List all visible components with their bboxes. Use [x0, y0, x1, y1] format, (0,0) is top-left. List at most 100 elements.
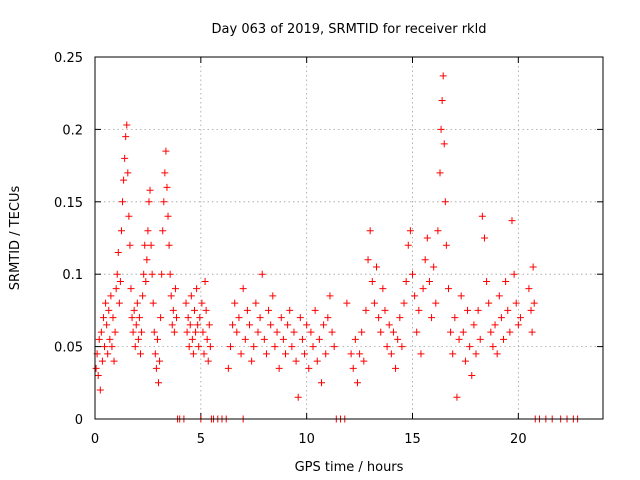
data-point: [108, 343, 116, 351]
data-point: [353, 379, 361, 387]
data-point: [317, 379, 325, 387]
data-point: [459, 328, 467, 336]
data-point: [373, 263, 381, 271]
data-point: [294, 393, 302, 401]
data-point: [161, 169, 169, 177]
data-point: [101, 343, 109, 351]
data-point: [258, 270, 266, 278]
data-point: [409, 270, 416, 278]
data-point: [364, 256, 372, 264]
data-point: [529, 263, 537, 271]
data-point: [164, 212, 172, 220]
data-point: [434, 227, 442, 235]
data-point: [123, 121, 131, 129]
y-tick-label: 0.05: [54, 341, 83, 356]
data-point: [152, 364, 160, 372]
data-point: [168, 321, 176, 329]
data-point: [322, 350, 330, 358]
data-point: [146, 186, 154, 194]
data-point: [288, 343, 296, 351]
data-point: [451, 314, 459, 322]
data-point: [506, 328, 514, 336]
data-point: [206, 343, 214, 351]
data-point: [366, 227, 374, 235]
data-point: [117, 227, 125, 235]
data-point: [246, 321, 254, 329]
data-point: [252, 299, 260, 307]
data-point: [241, 335, 249, 343]
data-point: [195, 343, 203, 351]
data-point: [194, 321, 202, 329]
data-point: [303, 321, 311, 329]
data-point: [385, 321, 393, 329]
data-point: [282, 350, 289, 358]
data-point: [92, 364, 100, 372]
data-point: [500, 335, 508, 343]
data-point: [326, 292, 334, 300]
data-point: [528, 328, 536, 336]
data-point: [269, 292, 277, 300]
data-point: [504, 306, 512, 314]
data-point: [265, 306, 273, 314]
data-point: [349, 364, 357, 372]
data-point: [243, 306, 251, 314]
data-point: [169, 306, 177, 314]
data-point: [231, 299, 239, 307]
data-point: [387, 350, 395, 358]
data-point: [383, 343, 391, 351]
data-point: [436, 169, 444, 177]
data-point: [107, 292, 115, 300]
data-point: [111, 328, 119, 336]
data-point: [464, 306, 472, 314]
data-point: [438, 96, 446, 104]
data-point: [267, 321, 275, 329]
data-point: [106, 335, 114, 343]
data-point: [196, 314, 204, 322]
data-point: [305, 364, 313, 372]
data-point: [279, 335, 287, 343]
data-point: [159, 227, 167, 235]
data-point: [527, 306, 535, 314]
data-point: [271, 343, 279, 351]
data-point: [362, 306, 370, 314]
data-point: [392, 364, 400, 372]
data-point: [150, 328, 158, 336]
data-point: [115, 299, 123, 307]
data-point: [254, 328, 262, 336]
data-point: [430, 263, 438, 271]
data-point: [163, 183, 171, 191]
data-point: [307, 328, 315, 336]
data-point: [112, 285, 120, 293]
data-point: [190, 306, 198, 314]
data-point: [512, 299, 520, 307]
data-point: [428, 314, 436, 322]
data-point: [404, 241, 412, 249]
data-point: [102, 299, 110, 307]
y-tick-label: 0: [75, 413, 83, 428]
data-point: [109, 314, 117, 322]
data-point: [441, 198, 449, 206]
data-point: [328, 328, 336, 336]
data-point: [379, 285, 387, 293]
data-point: [104, 350, 112, 358]
y-tick-label: 0.1: [62, 268, 83, 283]
data-point: [260, 335, 268, 343]
data-point: [277, 314, 285, 322]
data-point: [127, 285, 135, 293]
data-point: [129, 328, 137, 336]
data-point: [132, 321, 140, 329]
data-point: [139, 292, 147, 300]
data-point: [138, 328, 146, 336]
data-point: [389, 328, 397, 336]
data-point: [239, 285, 247, 293]
data-point: [447, 328, 455, 336]
data-point: [311, 306, 319, 314]
data-point: [202, 306, 210, 314]
data-point: [134, 335, 142, 343]
data-point: [516, 314, 524, 322]
data-point: [171, 285, 179, 293]
x-tick-label: 15: [404, 432, 421, 447]
data-point: [135, 314, 143, 322]
data-point: [201, 277, 209, 285]
data-point: [417, 350, 425, 358]
